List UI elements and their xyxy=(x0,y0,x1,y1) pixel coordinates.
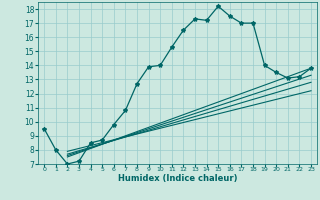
X-axis label: Humidex (Indice chaleur): Humidex (Indice chaleur) xyxy=(118,174,237,183)
